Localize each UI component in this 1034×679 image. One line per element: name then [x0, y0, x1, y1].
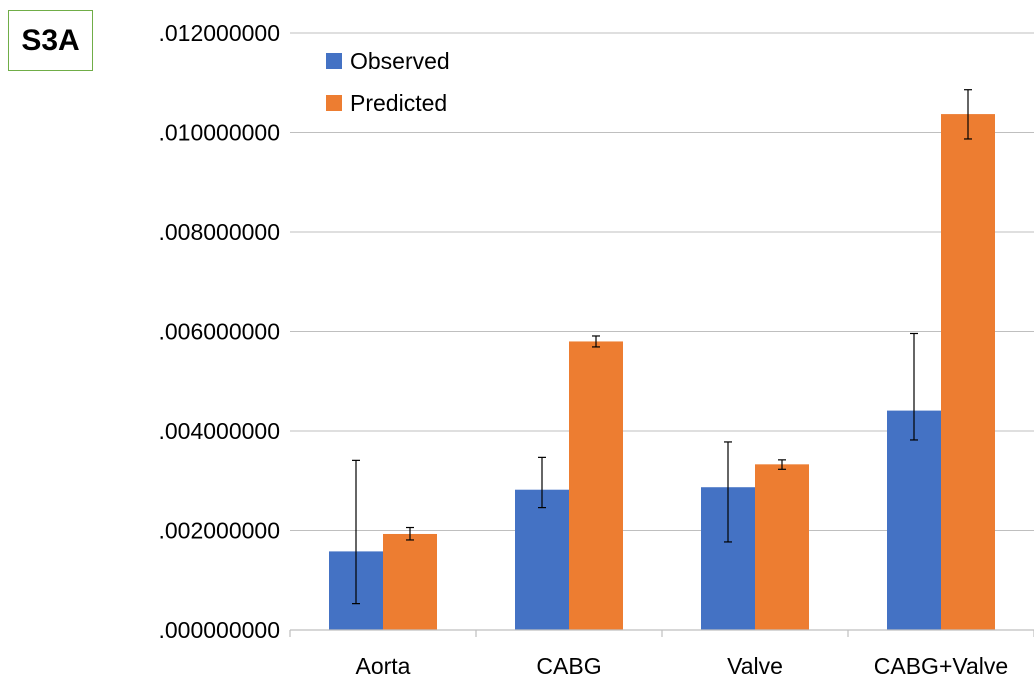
y-tick-label: .002000000 — [158, 518, 280, 544]
error-bars — [352, 89, 972, 605]
legend-label-observed: Observed — [350, 48, 450, 74]
panel-label: S3A — [8, 10, 93, 71]
bars — [329, 114, 995, 630]
legend-swatch-predicted — [326, 95, 342, 111]
bar-predicted-cabg-valve — [941, 114, 995, 630]
y-tick-label: .006000000 — [158, 319, 280, 345]
x-tick-label: Aorta — [356, 653, 411, 679]
y-tick-label: .008000000 — [158, 219, 280, 245]
y-tick-label: .012000000 — [158, 20, 280, 46]
y-tick-label: .004000000 — [158, 418, 280, 444]
y-tick-label: .000000000 — [158, 617, 280, 643]
x-axis — [289, 629, 1034, 637]
x-tick-label: CABG+Valve — [874, 653, 1008, 679]
bar-observed-cabg-valve — [887, 410, 941, 630]
y-tick-label: .010000000 — [158, 120, 280, 146]
legend: Observed Predicted — [326, 48, 450, 116]
bar-observed-cabg — [515, 489, 569, 630]
x-tick-label: CABG — [536, 653, 601, 679]
x-tick-label: Valve — [727, 653, 783, 679]
x-axis-tick-labels: Aorta CABG Valve CABG+Valve — [356, 653, 1009, 679]
legend-label-predicted: Predicted — [350, 90, 447, 116]
bar-predicted-aorta — [383, 533, 437, 630]
y-axis-tick-labels: .000000000 .002000000 .004000000 .006000000… — [158, 20, 280, 643]
bar-predicted-cabg — [569, 341, 623, 630]
legend-swatch-observed — [326, 53, 342, 69]
bar-predicted-valve — [755, 464, 809, 630]
gridlines — [290, 32, 1034, 531]
